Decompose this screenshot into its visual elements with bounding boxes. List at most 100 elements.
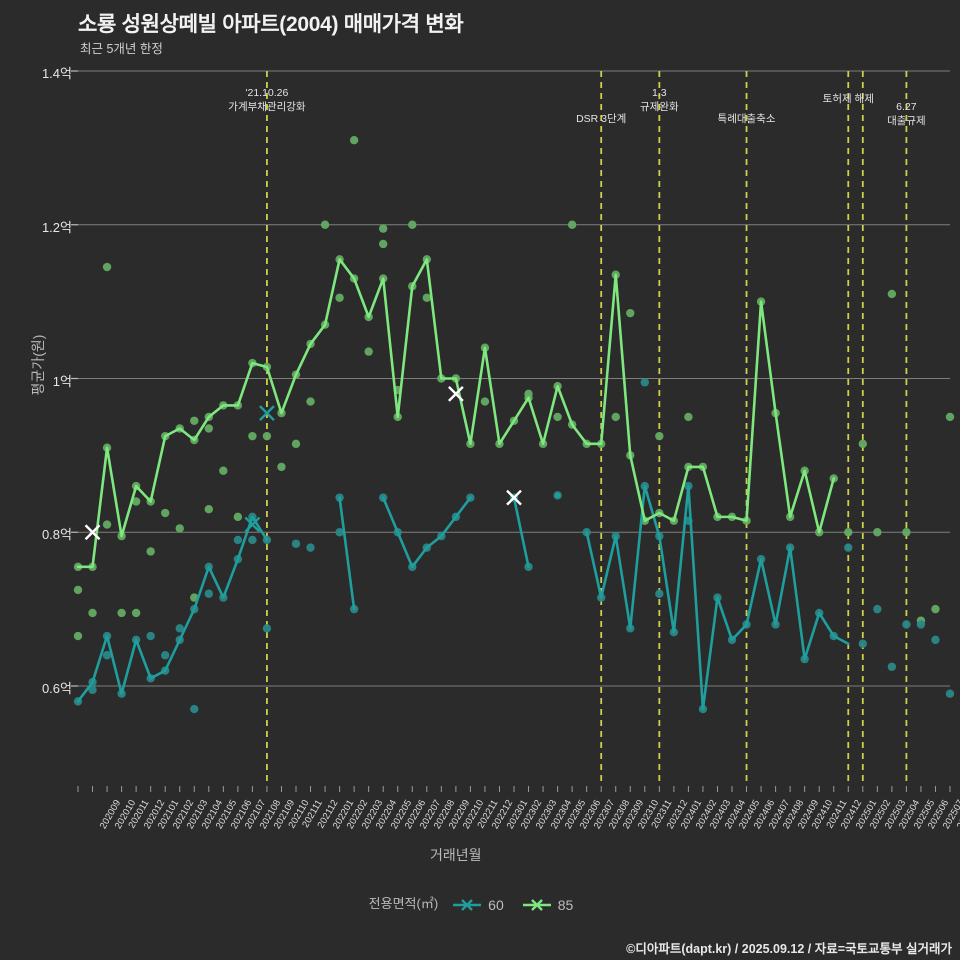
series-marker-cross <box>259 405 275 421</box>
scatter-point <box>73 585 83 595</box>
legend-item-60[interactable]: 60 <box>452 896 504 913</box>
scatter-point <box>219 466 228 475</box>
series-point-60 <box>555 492 561 498</box>
scatter-point <box>146 631 155 641</box>
scatter-point <box>873 528 882 537</box>
legend-marker-icon <box>452 898 482 912</box>
scatter-point <box>262 431 272 441</box>
series-marker-cross <box>448 386 464 402</box>
scatter-point <box>291 539 301 548</box>
y-tick-text: 0.6억 <box>41 681 72 696</box>
scatter-point <box>335 293 344 302</box>
scatter-point <box>306 397 315 406</box>
scatter-point <box>306 543 315 552</box>
scatter-point <box>204 424 213 433</box>
scatter-point <box>73 631 83 641</box>
scatter-point <box>931 604 940 614</box>
scatter-point <box>102 262 112 272</box>
scatter-point <box>422 293 431 302</box>
scatter-point <box>262 624 272 633</box>
scatter-point <box>146 547 155 556</box>
y-tick-text: 1.2억 <box>41 219 72 235</box>
series-line-60 <box>76 515 269 703</box>
series-line-60 <box>585 484 850 711</box>
scatter-point <box>887 662 897 671</box>
scatter-point <box>161 651 170 660</box>
annotation-label-line: 토허제 해제 <box>822 93 874 105</box>
scatter-point <box>844 528 853 537</box>
scatter-point <box>131 608 141 618</box>
x-axis-label: 거래년월 <box>430 847 482 863</box>
scatter-point <box>349 135 359 145</box>
scatter-point <box>480 397 490 406</box>
scatter-point <box>902 620 911 629</box>
legend-label: 60 <box>488 896 504 913</box>
annotation-label-line: 6.27 <box>896 101 917 113</box>
scatter-point <box>379 239 388 249</box>
legend-label: 85 <box>557 896 574 913</box>
scatter-point <box>858 639 867 648</box>
annotation-label: 특례대출축소 <box>662 112 832 126</box>
scatter-point <box>408 220 417 229</box>
scatter-point <box>379 224 388 233</box>
scatter-point <box>858 439 867 449</box>
scatter-point <box>248 535 257 545</box>
scatter-point <box>524 389 533 399</box>
scatter-point <box>161 508 170 518</box>
scatter-point <box>190 416 199 425</box>
annotation-label-line: '21.10.26 <box>245 87 289 99</box>
scatter-point <box>233 512 243 522</box>
footer-credit: ©디아파트(dapt.kr) / 2025.09.12 / 자료=국토교통부 실… <box>626 942 952 956</box>
scatter-point <box>567 220 577 229</box>
scatter-point <box>931 635 940 645</box>
scatter-point <box>175 624 184 633</box>
page-title: 소룡 성원상떼빌 아파트(2004) 매매가격 변화 <box>78 13 464 36</box>
y-axis-label: 평균가(원) <box>30 334 46 396</box>
scatter-point <box>190 704 199 714</box>
annotation-label: 6.27 대출규제 <box>821 100 960 128</box>
scatter-point <box>611 412 620 422</box>
scatter-point <box>684 412 693 422</box>
annotation-label-line: 1.3 <box>652 87 667 99</box>
scatter-point <box>175 524 184 533</box>
series-marker-cross <box>506 489 522 506</box>
scatter-point <box>335 528 344 537</box>
legend-item-85[interactable]: 85 <box>522 896 574 913</box>
series-line-60 <box>512 496 530 569</box>
scatter-point <box>233 535 243 545</box>
scatter-point <box>626 308 635 318</box>
annotation-label-line: 대출규제 <box>887 115 926 127</box>
scatter-point <box>102 651 112 660</box>
scatter-point <box>102 520 112 529</box>
series-line-60 <box>338 496 356 611</box>
scatter-point <box>887 289 897 299</box>
annotation-label: '21.10.26 가계부채관리강화 <box>182 86 352 114</box>
annotation-label: 토허제 해제 <box>763 92 933 106</box>
scatter-point <box>844 543 853 552</box>
series-marker-cross <box>244 516 261 533</box>
scatter-point <box>945 412 955 422</box>
legend-marker-icon <box>522 898 552 912</box>
scatter-point <box>364 347 373 356</box>
annotation-label: DSR 3단계 <box>516 112 686 126</box>
y-tick-text: 0.8억 <box>41 527 72 543</box>
annotation-label-line: 규제완화 <box>640 101 679 113</box>
scatter-point <box>655 431 664 441</box>
series-marker-cross <box>84 524 101 541</box>
legend-title: 전용면적(㎡) <box>368 896 439 911</box>
scatter-point <box>131 497 141 506</box>
scatter-point <box>88 685 97 695</box>
scatter-point <box>945 689 955 698</box>
y-tick-text: 1억 <box>52 373 72 389</box>
series-line-85 <box>76 258 836 569</box>
scatter-point <box>916 620 926 629</box>
annotation-label-line: 가계부채관리강화 <box>228 101 306 113</box>
scatter-point <box>902 528 911 537</box>
scatter-point <box>204 504 213 514</box>
scatter-point <box>291 439 301 449</box>
scatter-point <box>640 378 649 387</box>
scatter-point <box>204 589 213 598</box>
scatter-point <box>248 431 257 441</box>
scatter-point <box>117 608 126 618</box>
